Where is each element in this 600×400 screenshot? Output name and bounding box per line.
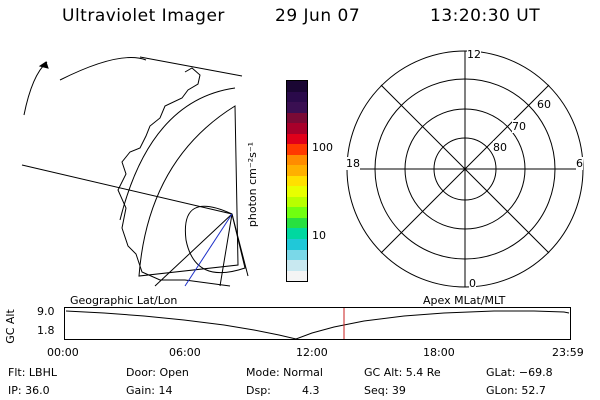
coastline-island xyxy=(38,61,49,69)
mlt-label-18: 18 xyxy=(346,157,360,170)
map-meridian-1 xyxy=(59,57,147,81)
colorbar-tick-10: 10 xyxy=(312,229,326,242)
colorbar-band xyxy=(287,270,307,281)
info-dsp-label: Dsp: xyxy=(246,384,271,397)
timeline-x-tick-2: 12:00 xyxy=(296,346,328,359)
mlt-label-6: 6 xyxy=(576,157,583,170)
map-oval xyxy=(184,205,246,274)
lat-label-80: 80 xyxy=(493,141,507,154)
colorbar-band xyxy=(287,91,307,103)
info-mode: Mode: Normal xyxy=(246,366,323,379)
map-ray-1 xyxy=(154,213,233,287)
colorbar-band xyxy=(287,175,307,187)
timeline-x-tick-0: 00:00 xyxy=(47,346,79,359)
colorbar-unit-label: photon cm⁻²s⁻¹ xyxy=(246,141,260,228)
coastline xyxy=(117,67,231,287)
info-gain: Gain: 14 xyxy=(126,384,173,397)
map-track-line xyxy=(184,213,233,287)
header-time: 13:20:30 UT xyxy=(430,6,541,26)
altitude-timeline xyxy=(64,307,571,340)
timeline-frame xyxy=(64,307,571,340)
timeline-left-label: Geographic Lat/Lon xyxy=(70,294,178,307)
colorbar-band xyxy=(287,133,307,145)
colorbar-band xyxy=(287,249,307,261)
colorbar-band xyxy=(287,186,307,197)
app-title: Ultraviolet Imager xyxy=(62,6,225,26)
info-door: Door: Open xyxy=(126,366,189,379)
colorbar-band xyxy=(287,154,307,166)
map-grid-arc-2 xyxy=(119,87,236,221)
info-ip: IP: 36.0 xyxy=(8,384,50,397)
map-meridian-2 xyxy=(139,56,243,77)
map-ray-3 xyxy=(231,213,249,277)
colorbar-band xyxy=(287,112,307,124)
info-seq: Seq: 39 xyxy=(364,384,406,397)
geographic-map xyxy=(21,56,249,287)
color-bar xyxy=(286,80,308,282)
mlt-label-0: 0 xyxy=(469,277,476,290)
colorbar-band xyxy=(287,81,307,92)
info-dsp-value: 4.3 xyxy=(302,384,320,397)
colorbar-band xyxy=(287,228,307,239)
map-grid-arc-1 xyxy=(138,105,239,277)
colorbar-band xyxy=(287,102,307,113)
colorbar-band xyxy=(287,217,307,229)
colorbar-tick-100: 100 xyxy=(312,141,333,154)
map-longitude-line xyxy=(21,164,233,215)
colorbar-band xyxy=(287,196,307,208)
lat-label-70: 70 xyxy=(512,120,526,133)
colorbar-band xyxy=(287,260,307,271)
timeline-x-tick-3: 18:00 xyxy=(423,346,455,359)
map-outer-arc xyxy=(23,61,48,116)
timeline-x-tick-4: 23:59 xyxy=(552,346,584,359)
altitude-curve xyxy=(65,310,570,340)
timeline-right-label: Apex MLat/MLT xyxy=(423,294,506,307)
colorbar-band xyxy=(287,123,307,134)
header-date: 29 Jun 07 xyxy=(275,6,361,26)
timeline-y-tick-bottom: 1.8 xyxy=(37,324,55,337)
timeline-y-tick-top: 9.0 xyxy=(37,305,55,318)
polar-diagonal-2 xyxy=(380,84,550,254)
colorbar-band xyxy=(287,207,307,218)
mlt-label-12: 12 xyxy=(467,48,481,61)
map-ray-2 xyxy=(219,213,233,287)
polar-plot xyxy=(346,50,584,288)
colorbar-band xyxy=(287,238,307,250)
info-gc-alt: GC Alt: 5.4 Re xyxy=(364,366,441,379)
info-glon: GLon: 52.7 xyxy=(486,384,546,397)
info-flt: Flt: LBHL xyxy=(8,366,57,379)
colorbar-band xyxy=(287,165,307,176)
info-glat: GLat: −69.8 xyxy=(486,366,553,379)
colorbar-band xyxy=(287,144,307,155)
lat-label-60: 60 xyxy=(537,98,551,111)
timeline-y-axis-label: GC Alt xyxy=(3,309,17,344)
timeline-x-tick-1: 06:00 xyxy=(169,346,201,359)
